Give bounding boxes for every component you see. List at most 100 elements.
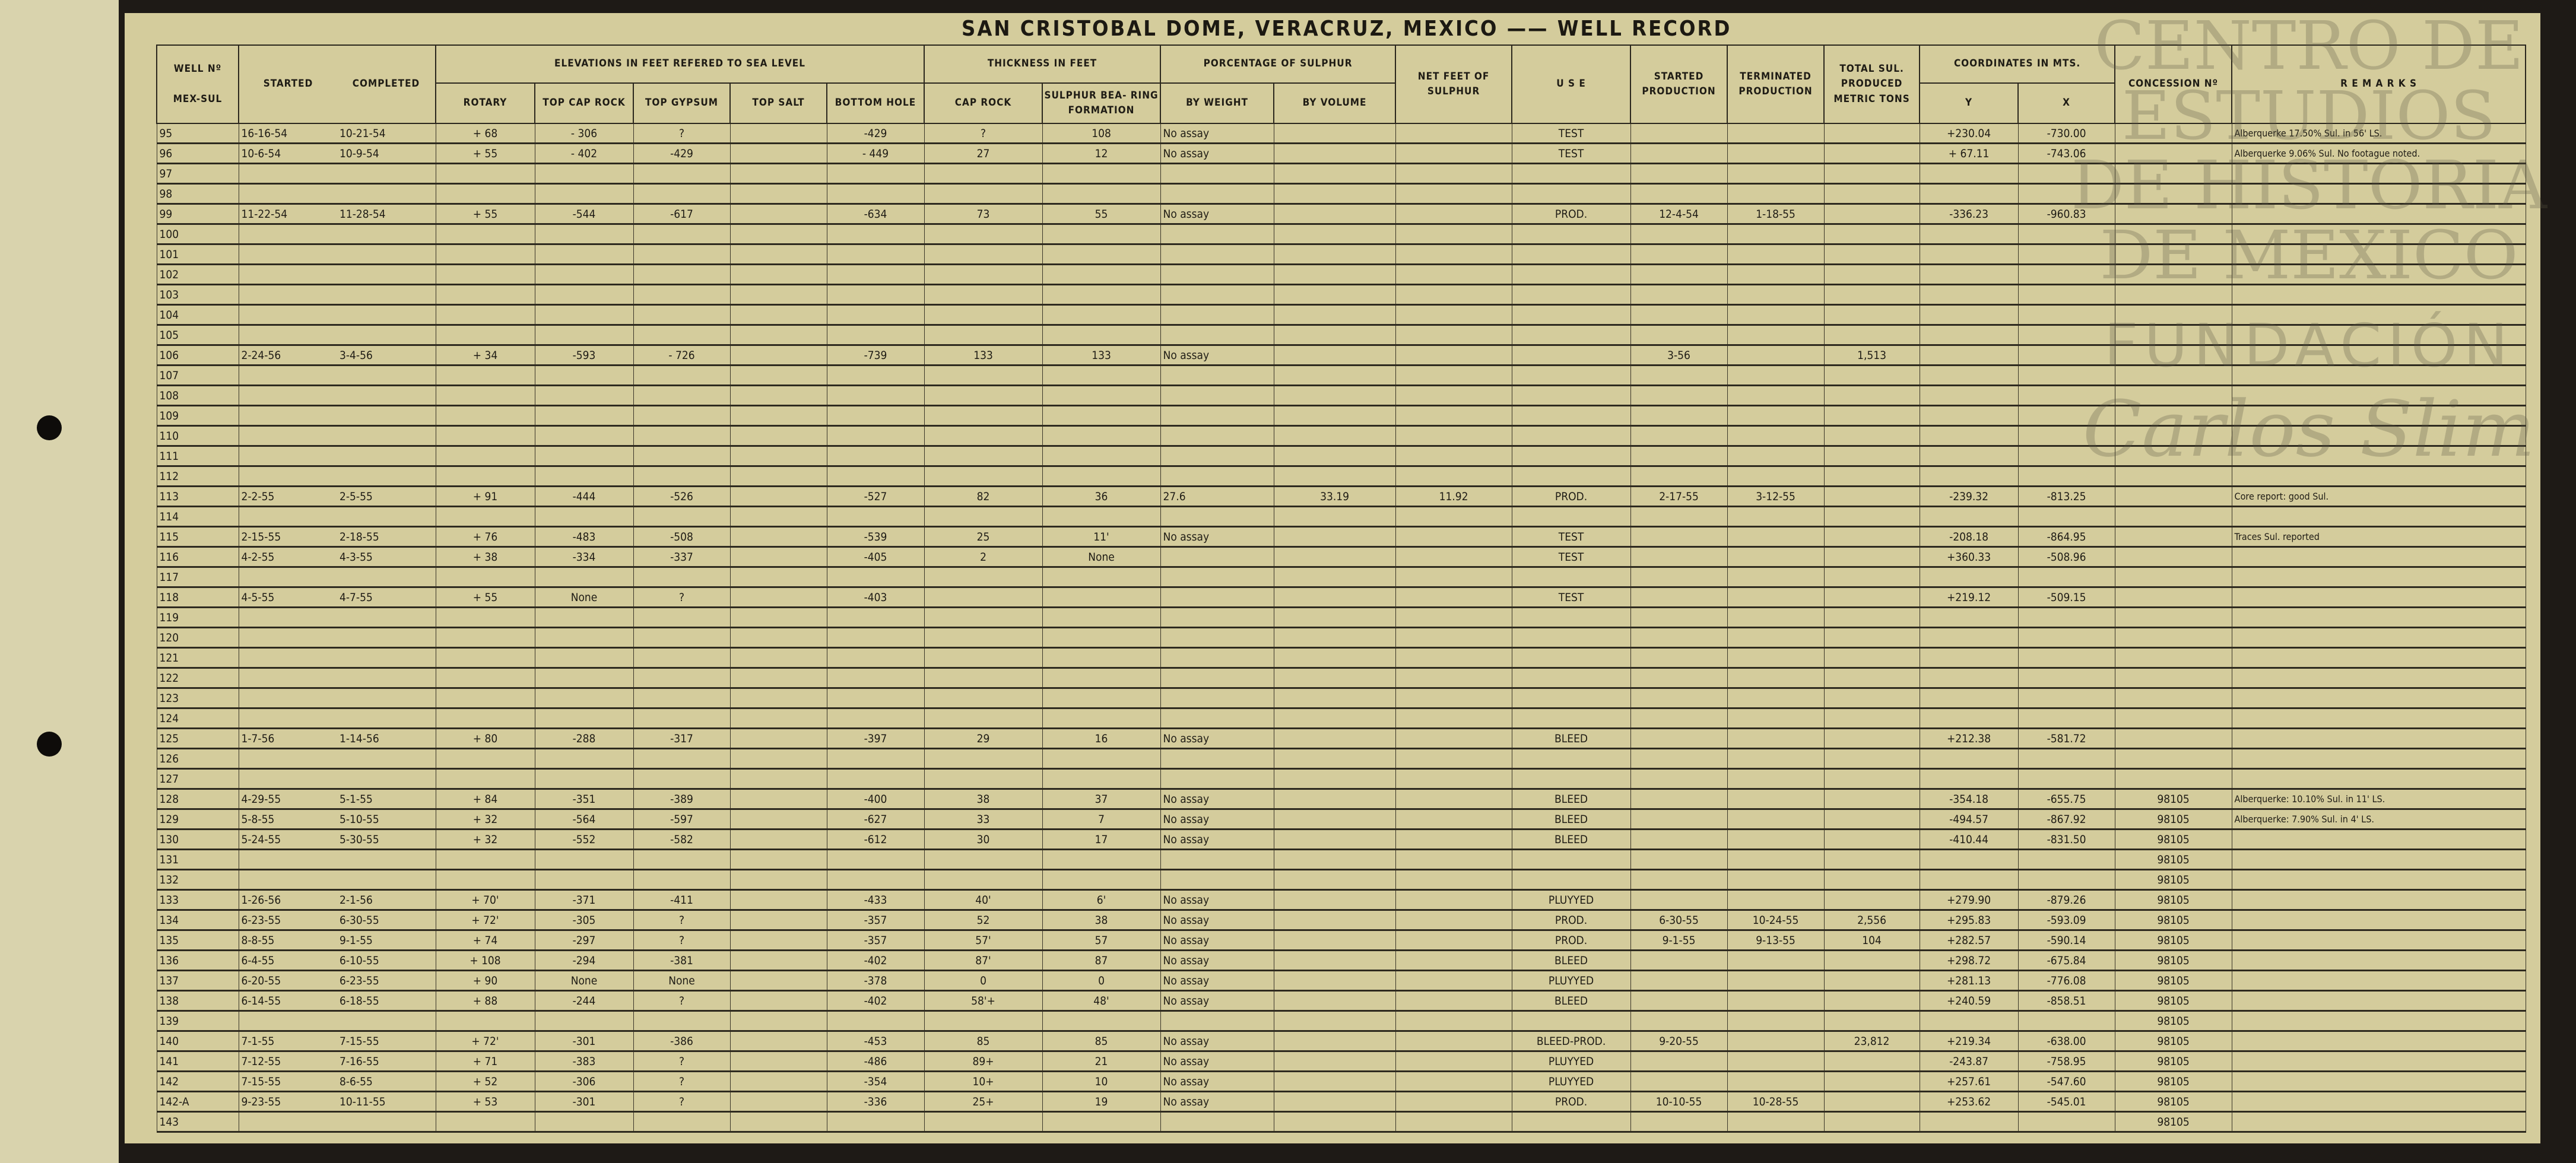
cell-started — [238, 446, 337, 467]
cell-coord-y — [1919, 405, 2019, 427]
cell-top-cap-rock — [534, 284, 634, 306]
cell-remarks — [2231, 546, 2526, 568]
cell-concession: 98105 — [2114, 1091, 2232, 1113]
cell-total-sul: 2,556 — [1823, 910, 1920, 931]
cell-completed — [337, 567, 436, 588]
cell-coord-x: -758.95 — [2017, 1051, 2115, 1072]
cell-well-no: 95 — [156, 123, 239, 144]
cell-remarks — [2231, 264, 2526, 285]
cell-rotary: + 55 — [435, 143, 535, 164]
cell-concession: 98105 — [2114, 970, 2232, 992]
cell-terminated-production — [1727, 990, 1825, 1012]
cell-use — [1511, 224, 1631, 245]
cell-started-production — [1630, 688, 1728, 709]
cell-remarks — [2231, 446, 2526, 467]
cell-pct-by-volume — [1273, 1051, 1396, 1072]
cell-use — [1511, 668, 1631, 689]
cell-top-gypsum — [633, 869, 731, 891]
cell-top-cap-rock — [534, 668, 634, 689]
cell-top-gypsum — [633, 506, 731, 528]
cell-rotary: + 32 — [435, 829, 535, 850]
cell-concession — [2114, 183, 2232, 205]
cell-well-no: 99 — [156, 204, 239, 225]
cell-top-cap-rock — [534, 768, 634, 790]
cell-top-cap-rock — [534, 1111, 634, 1133]
cell-rotary: + 55 — [435, 587, 535, 608]
cell-rotary — [435, 425, 535, 447]
cell-sulphur-bearing-thickness: 10 — [1042, 1071, 1161, 1092]
cell-well-no: 107 — [156, 365, 239, 386]
cell-concession — [2114, 204, 2232, 225]
cell-terminated-production — [1727, 970, 1825, 992]
cell-rotary — [435, 506, 535, 528]
cell-cap-rock-thickness — [924, 425, 1043, 447]
cell-rotary — [435, 264, 535, 285]
cell-top-salt — [729, 708, 827, 729]
cell-top-gypsum — [633, 607, 731, 628]
cell-top-salt — [729, 304, 827, 326]
header-total-sul: TOTAL SUL. PRODUCED METRIC TONS — [1823, 45, 1921, 124]
cell-pct-by-volume — [1273, 304, 1396, 326]
header-by-weight: BY WEIGHT — [1160, 82, 1275, 124]
cell-top-cap-rock — [534, 365, 634, 386]
cell-rotary — [435, 183, 535, 205]
table-row: 122 — [156, 668, 2526, 689]
cell-top-salt — [729, 688, 827, 709]
cell-bottom-hole: -453 — [826, 1031, 925, 1052]
cell-coord-x: -960.83 — [2017, 204, 2115, 225]
cell-completed — [337, 748, 436, 770]
cell-top-cap-rock — [534, 163, 634, 185]
cell-remarks — [2231, 284, 2526, 306]
cell-coord-y — [1919, 1011, 2019, 1032]
cell-use: PLUYYED — [1511, 1051, 1631, 1072]
cell-pct-by-weight — [1160, 385, 1274, 406]
cell-total-sul — [1823, 486, 1920, 507]
cell-bottom-hole: -336 — [826, 1091, 925, 1113]
cell-total-sul — [1823, 304, 1920, 326]
cell-bottom-hole: -357 — [826, 930, 925, 951]
cell-started-production: 10-10-55 — [1630, 1091, 1728, 1113]
cell-rotary — [435, 224, 535, 245]
cell-started-production — [1630, 526, 1728, 548]
cell-bottom-hole: -357 — [826, 910, 925, 931]
cell-top-cap-rock: -444 — [534, 486, 634, 507]
cell-sulphur-bearing-thickness — [1042, 869, 1161, 891]
cell-pct-by-weight: No assay — [1160, 1031, 1274, 1052]
cell-pct-by-weight: No assay — [1160, 889, 1274, 911]
cell-started — [238, 183, 337, 205]
cell-coord-y — [1919, 183, 2019, 205]
cell-total-sul — [1823, 1011, 1920, 1032]
table-row: 108 — [156, 385, 2526, 406]
cell-top-gypsum — [633, 567, 731, 588]
table-row: 126 — [156, 748, 2526, 770]
cell-remarks — [2231, 688, 2526, 709]
cell-rotary — [435, 446, 535, 467]
cell-total-sul — [1823, 546, 1920, 568]
cell-top-gypsum: ? — [633, 1091, 731, 1113]
cell-completed: 1-14-56 — [337, 728, 436, 749]
cell-coord-x — [2017, 244, 2115, 265]
cell-bottom-hole: -627 — [826, 809, 925, 830]
cell-cap-rock-thickness: 2 — [924, 546, 1043, 568]
cell-remarks — [2231, 708, 2526, 729]
cell-use: BLEED — [1511, 990, 1631, 1012]
header-top-cap-rock: TOP CAP ROCK — [534, 82, 634, 124]
cell-use — [1511, 425, 1631, 447]
cell-started-production — [1630, 385, 1728, 406]
cell-net-feet — [1395, 1091, 1512, 1113]
cell-completed: 10-21-54 — [337, 123, 436, 144]
cell-top-cap-rock — [534, 708, 634, 729]
cell-concession — [2114, 304, 2232, 326]
cell-pct-by-volume — [1273, 506, 1396, 528]
cell-sulphur-bearing-thickness: 12 — [1042, 143, 1161, 164]
cell-coord-y — [1919, 668, 2019, 689]
cell-started — [238, 284, 337, 306]
cell-sulphur-bearing-thickness — [1042, 284, 1161, 306]
cell-cap-rock-thickness — [924, 567, 1043, 588]
cell-top-cap-rock — [534, 224, 634, 245]
cell-started — [238, 224, 337, 245]
cell-well-no: 122 — [156, 668, 239, 689]
cell-pct-by-volume — [1273, 869, 1396, 891]
cell-rotary: + 108 — [435, 950, 535, 971]
cell-top-salt — [729, 970, 827, 992]
